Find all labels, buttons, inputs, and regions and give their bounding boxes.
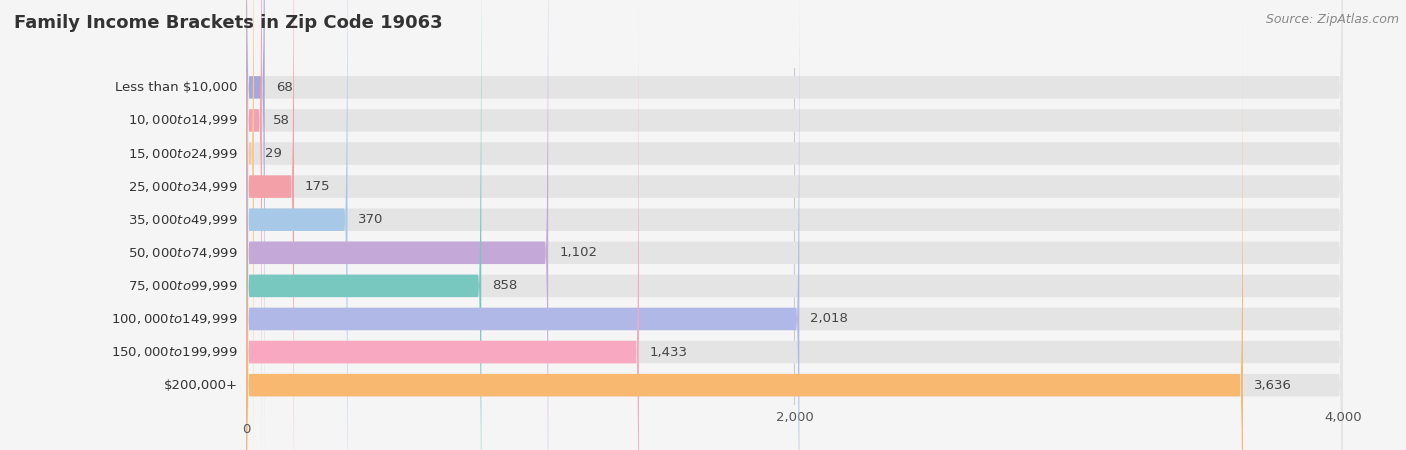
Text: $25,000 to $34,999: $25,000 to $34,999 [128, 180, 238, 194]
Text: 3,636: 3,636 [1254, 378, 1292, 392]
Text: Family Income Brackets in Zip Code 19063: Family Income Brackets in Zip Code 19063 [14, 14, 443, 32]
FancyBboxPatch shape [246, 0, 548, 450]
FancyBboxPatch shape [246, 0, 347, 450]
FancyBboxPatch shape [246, 0, 1343, 450]
FancyBboxPatch shape [246, 0, 1343, 450]
Text: 370: 370 [359, 213, 384, 226]
Text: 29: 29 [264, 147, 281, 160]
FancyBboxPatch shape [246, 0, 1343, 450]
Text: $35,000 to $49,999: $35,000 to $49,999 [128, 213, 238, 227]
Text: $10,000 to $14,999: $10,000 to $14,999 [128, 113, 238, 127]
Text: Source: ZipAtlas.com: Source: ZipAtlas.com [1265, 14, 1399, 27]
Text: $15,000 to $24,999: $15,000 to $24,999 [128, 147, 238, 161]
FancyBboxPatch shape [246, 0, 254, 450]
FancyBboxPatch shape [246, 0, 294, 450]
Text: $75,000 to $99,999: $75,000 to $99,999 [128, 279, 238, 293]
FancyBboxPatch shape [246, 0, 638, 450]
FancyBboxPatch shape [246, 0, 1343, 450]
FancyBboxPatch shape [246, 0, 1343, 450]
FancyBboxPatch shape [246, 0, 1343, 450]
Text: $100,000 to $149,999: $100,000 to $149,999 [111, 312, 238, 326]
FancyBboxPatch shape [246, 0, 800, 450]
Text: 1,433: 1,433 [650, 346, 688, 359]
FancyBboxPatch shape [246, 0, 1343, 450]
Text: 2,018: 2,018 [810, 312, 848, 325]
Text: 58: 58 [273, 114, 290, 127]
FancyBboxPatch shape [246, 0, 481, 450]
Text: 1,102: 1,102 [560, 246, 598, 259]
FancyBboxPatch shape [246, 0, 1343, 450]
FancyBboxPatch shape [246, 0, 1243, 450]
Text: 175: 175 [305, 180, 330, 193]
Text: 858: 858 [492, 279, 517, 292]
FancyBboxPatch shape [246, 0, 264, 450]
Text: Less than $10,000: Less than $10,000 [115, 81, 238, 94]
Text: $50,000 to $74,999: $50,000 to $74,999 [128, 246, 238, 260]
Text: 68: 68 [276, 81, 292, 94]
FancyBboxPatch shape [246, 0, 1343, 450]
Text: $150,000 to $199,999: $150,000 to $199,999 [111, 345, 238, 359]
FancyBboxPatch shape [246, 0, 1343, 450]
FancyBboxPatch shape [246, 0, 262, 450]
Text: $200,000+: $200,000+ [165, 378, 238, 392]
Text: 0: 0 [242, 423, 250, 436]
